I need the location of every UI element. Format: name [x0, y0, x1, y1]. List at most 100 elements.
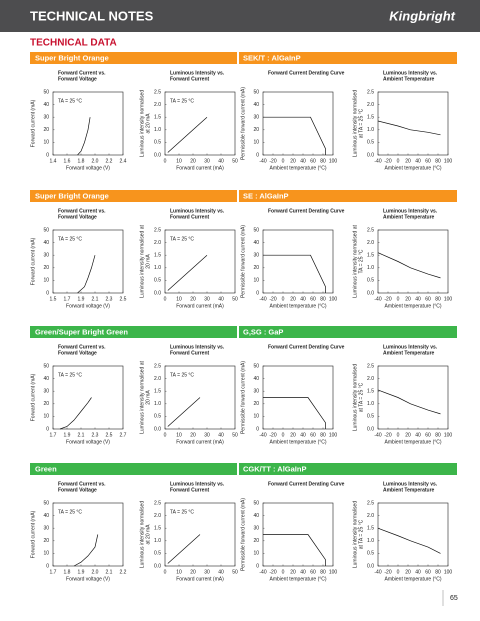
x-tick-label: 0: [164, 432, 167, 438]
y-tick-label: 0: [256, 563, 259, 569]
x-axis-label: Ambient temperature (°C): [384, 165, 441, 171]
y-axis-label: Permissible forward current (mA): [240, 87, 246, 160]
x-tick-label: 80: [320, 569, 326, 575]
y-tick-label: 40: [43, 102, 49, 108]
x-tick-label: 30: [204, 432, 210, 438]
y-axis-label: at TA = 25 °C: [358, 519, 364, 549]
y-tick-label: 30: [43, 526, 49, 532]
y-tick-label: 0.0: [367, 152, 374, 158]
x-tick-label: 0: [397, 569, 400, 575]
chart-title: Forward Voltage: [58, 350, 97, 356]
x-tick-label: -20: [269, 158, 276, 164]
annotation: TA = 25 °C: [58, 372, 82, 378]
x-tick-label: -20: [269, 296, 276, 302]
x-tick-label: -40: [259, 569, 266, 575]
chart-title: Luminous Intensity vs.: [383, 481, 438, 487]
x-axis-label: Forward current (mA): [176, 439, 224, 445]
y-axis-label: Luminous intensity normalised at: [139, 360, 145, 433]
y-tick-label: 0.0: [154, 563, 161, 569]
section-bar: [30, 190, 237, 202]
y-tick-label: 50: [253, 89, 259, 95]
x-axis-label: Ambient temperature (°C): [269, 576, 326, 582]
y-tick-label: 1.5: [154, 253, 161, 259]
x-tick-label: 40: [415, 296, 421, 302]
y-tick-label: 2.5: [367, 500, 374, 506]
x-tick-label: 60: [310, 158, 316, 164]
plot-frame: [262, 229, 334, 294]
x-tick-label: 20: [290, 569, 296, 575]
plot-frame: [377, 229, 449, 294]
curve: [167, 397, 201, 427]
x-tick-label: 1.7: [64, 296, 71, 302]
annotation: TA = 25 °C: [170, 372, 194, 378]
x-tick-label: 30: [204, 569, 210, 575]
x-tick-label: 20: [190, 296, 196, 302]
x-tick-label: 40: [415, 432, 421, 438]
x-tick-label: 20: [190, 569, 196, 575]
y-tick-label: 10: [43, 414, 49, 420]
y-tick-label: 0.0: [367, 290, 374, 296]
y-tick-label: 30: [253, 115, 259, 121]
chart-title: Forward Current Derating Curve: [268, 481, 345, 487]
plot-frame: [377, 91, 449, 156]
x-tick-label: 80: [435, 432, 441, 438]
x-tick-label: 1.7: [50, 569, 57, 575]
y-tick-label: 20: [43, 538, 49, 544]
y-axis-label: Luminous intensity normalised: [139, 90, 145, 157]
x-tick-label: 50: [232, 432, 238, 438]
y-tick-label: 1.5: [154, 526, 161, 532]
curve: [59, 397, 92, 430]
x-tick-label: -20: [269, 432, 276, 438]
y-tick-label: 1.5: [154, 115, 161, 121]
plot-frame: [52, 365, 124, 430]
y-tick-label: 10: [43, 140, 49, 146]
y-tick-label: 30: [43, 253, 49, 259]
section-name: Super Bright Orange: [35, 53, 109, 62]
plot-frame: [377, 365, 449, 430]
y-tick-label: 2.5: [154, 89, 161, 95]
curve: [77, 117, 91, 156]
x-tick-label: 1.6: [64, 158, 71, 164]
x-tick-label: 2.5: [106, 432, 113, 438]
y-axis-label: Forward current (mA): [30, 99, 36, 147]
x-tick-label: 0: [164, 158, 167, 164]
y-tick-label: 0.5: [367, 278, 374, 284]
chart-title: Luminous Intensity vs.: [383, 344, 438, 350]
chart-title: Luminous Intensity vs.: [170, 481, 225, 487]
y-tick-label: 10: [43, 551, 49, 557]
y-tick-label: 0.5: [154, 140, 161, 146]
x-tick-label: 100: [444, 569, 453, 575]
y-tick-label: 0.5: [154, 551, 161, 557]
y-tick-label: 50: [43, 227, 49, 233]
x-tick-label: -40: [374, 158, 381, 164]
x-tick-label: -40: [259, 296, 266, 302]
curve: [77, 255, 96, 294]
y-tick-label: 20: [43, 127, 49, 133]
y-tick-label: 1.5: [367, 115, 374, 121]
y-tick-label: 1.5: [154, 389, 161, 395]
y-tick-label: 50: [43, 500, 49, 506]
y-tick-label: 20: [43, 265, 49, 271]
x-tick-label: 100: [329, 296, 338, 302]
x-tick-label: 2.0: [92, 569, 99, 575]
x-tick-label: 2.1: [78, 432, 85, 438]
y-tick-label: 0.5: [154, 278, 161, 284]
y-axis-label: at TA = 25 °C: [358, 108, 364, 138]
section-name: Green: [35, 464, 57, 473]
x-tick-label: 20: [405, 432, 411, 438]
y-axis-label: Luminous intensity normalised at: [352, 224, 358, 297]
y-axis-label: Permissible forward current (mA): [240, 225, 246, 298]
x-tick-label: 50: [232, 158, 238, 164]
y-tick-label: 2.0: [367, 513, 374, 519]
y-tick-label: 1.0: [367, 401, 374, 407]
x-tick-label: 2.0: [92, 158, 99, 164]
annotation: TA = 25 °C: [170, 509, 194, 515]
x-axis-label: Forward current (mA): [176, 165, 224, 171]
x-tick-label: 100: [329, 569, 338, 575]
y-tick-label: 0: [46, 563, 49, 569]
chart-title: Forward Current Derating Curve: [268, 344, 345, 350]
y-axis-label: Permissible forward current (mA): [240, 498, 246, 571]
y-tick-label: 0: [256, 152, 259, 158]
plot-frame: [164, 229, 236, 294]
